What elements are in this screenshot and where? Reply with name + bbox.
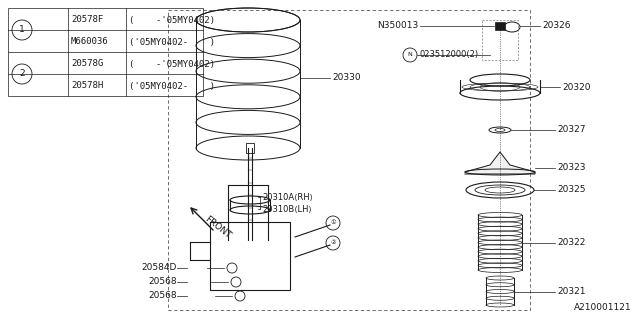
Text: N350013: N350013 — [377, 21, 418, 30]
Bar — [482, 20, 518, 60]
Text: ②: ② — [330, 241, 336, 245]
Text: 20568: 20568 — [148, 292, 177, 300]
Text: 20578F: 20578F — [71, 15, 103, 25]
Text: 20320: 20320 — [562, 83, 591, 92]
Text: 1: 1 — [19, 26, 25, 35]
Text: 20326: 20326 — [542, 21, 570, 30]
Text: 20322: 20322 — [557, 238, 586, 247]
Text: 20568: 20568 — [148, 277, 177, 286]
Text: ('05MY0402-    ): ('05MY0402- ) — [129, 82, 215, 91]
Text: 20323: 20323 — [557, 164, 586, 172]
Text: ('05MY0402-    ): ('05MY0402- ) — [129, 37, 215, 46]
Text: 20578H: 20578H — [71, 82, 103, 91]
Bar — [210, 222, 290, 290]
Text: M660036: M660036 — [71, 37, 109, 46]
Bar — [8, 8, 203, 96]
Text: A210001121: A210001121 — [574, 303, 632, 312]
Text: 20310B⟨LH⟩: 20310B⟨LH⟩ — [262, 204, 312, 213]
Text: 20310A⟨RH⟩: 20310A⟨RH⟩ — [262, 193, 313, 202]
Bar — [495, 22, 505, 30]
Text: N: N — [408, 52, 412, 58]
Text: 20327: 20327 — [557, 125, 586, 134]
Text: FRONT: FRONT — [204, 214, 233, 240]
Text: (    -'05MY0402): ( -'05MY0402) — [129, 60, 215, 68]
Text: 20321: 20321 — [557, 287, 586, 296]
Bar — [168, 10, 530, 310]
Text: 20578G: 20578G — [71, 60, 103, 68]
Text: 20584D: 20584D — [141, 263, 177, 273]
Polygon shape — [465, 152, 535, 174]
Text: 2: 2 — [19, 69, 25, 78]
Text: 023512000(2): 023512000(2) — [419, 51, 478, 60]
Text: ①: ① — [330, 220, 336, 226]
Text: 20330: 20330 — [332, 73, 360, 82]
Text: (    -'05MY0402): ( -'05MY0402) — [129, 15, 215, 25]
Bar — [246, 143, 254, 153]
Text: 20325: 20325 — [557, 186, 586, 195]
